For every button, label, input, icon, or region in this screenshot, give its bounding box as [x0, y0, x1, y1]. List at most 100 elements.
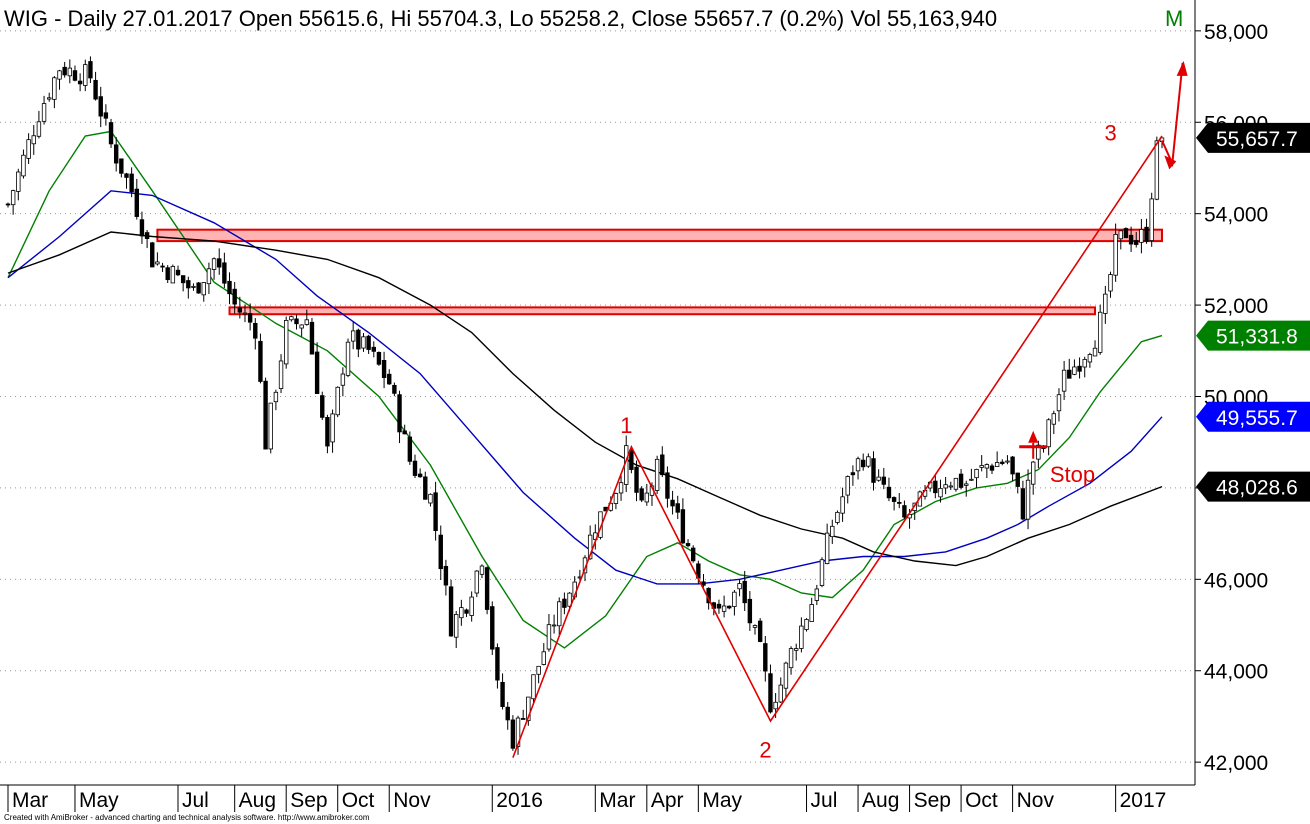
x-tick-label: Jul	[811, 789, 838, 812]
price-bar-body	[361, 336, 366, 349]
price-bar-body	[1020, 488, 1026, 520]
price-bar-body	[62, 66, 67, 76]
price-bar-body	[948, 485, 953, 488]
price-bar-body	[309, 321, 315, 355]
price-bar-body	[989, 465, 995, 471]
price-bar-body	[897, 502, 902, 504]
price-bar-body	[876, 476, 881, 481]
price-bar-body	[587, 534, 593, 560]
price-bar-body	[969, 478, 974, 481]
price-bar-body	[366, 335, 371, 350]
price-bar-body	[350, 330, 356, 342]
resistance-zones	[156, 228, 1163, 316]
x-tick-label: Mar	[12, 789, 48, 812]
x-tick-label: Sep	[290, 789, 327, 812]
price-bar-body	[979, 465, 984, 468]
moving-average-line	[7, 130, 1163, 649]
x-tick-label: Jul	[182, 789, 209, 812]
price-bar-body	[871, 458, 876, 483]
stop-label: Stop	[1050, 462, 1095, 487]
price-bar-body	[304, 319, 310, 325]
price-bar-body	[721, 605, 727, 612]
price-bar-body	[675, 503, 680, 513]
price-bar-body	[860, 459, 866, 468]
price-bar-body	[36, 121, 42, 137]
price-bar-body	[690, 547, 696, 562]
price-bar-body	[938, 487, 943, 498]
price-bar-body	[562, 598, 567, 608]
price-bar-body	[1015, 472, 1020, 487]
x-tick-label: Sep	[914, 789, 951, 812]
price-bar-body	[1123, 228, 1129, 239]
price-bar-body	[144, 232, 150, 239]
price-bar-body	[886, 486, 892, 499]
price-bar-body	[804, 619, 809, 630]
price-bar-body	[340, 373, 346, 386]
price-bar-body	[814, 588, 820, 601]
price-bar-body	[103, 112, 109, 119]
price-bar-body	[124, 173, 129, 178]
price-bar-body	[551, 624, 557, 627]
x-tick-label: Oct	[342, 789, 375, 812]
price-bar-body	[495, 647, 500, 681]
moving-average-line	[7, 190, 1163, 585]
price-bar-body	[994, 462, 1000, 467]
y-tick-label: 42,000	[1204, 752, 1268, 775]
price-bar-body	[474, 570, 480, 594]
price-bar-body	[1056, 394, 1062, 412]
price-bar-body	[727, 605, 732, 609]
pattern-label: 2	[759, 738, 771, 763]
price-bar-body	[253, 322, 258, 339]
price-bar-body	[222, 262, 227, 284]
price-bar-body	[520, 718, 526, 720]
price-bar-body	[752, 625, 758, 628]
y-tick-label: 46,000	[1204, 569, 1268, 592]
price-bar-body	[1010, 456, 1015, 475]
x-tick-label: 2016	[496, 789, 543, 812]
price-bar-body	[371, 346, 376, 352]
price-bar-body	[387, 373, 392, 385]
price-bar-body	[1154, 140, 1160, 200]
chart-title: WIG - Daily 27.01.2017 Open 55615.6, Hi …	[4, 6, 997, 31]
price-bar-body	[567, 592, 572, 607]
price-bar-body	[557, 601, 562, 627]
price-bar-body	[57, 70, 62, 80]
price-badge	[1196, 471, 1310, 502]
price-badge-label: 48,028.6	[1216, 477, 1298, 500]
price-bar-body	[320, 395, 325, 418]
price-badge-label: 51,331.8	[1216, 326, 1298, 349]
price-bar-body	[1046, 419, 1051, 448]
price-bar-body	[16, 171, 21, 192]
price-bar-body	[278, 360, 284, 389]
price-bar-body	[83, 64, 88, 86]
price-bar-body	[1082, 359, 1087, 368]
price-bar-body	[943, 484, 948, 489]
price-bar-body	[531, 674, 536, 700]
price-bar-body	[459, 607, 464, 619]
price-bar-body	[757, 620, 763, 642]
price-bar-body	[1025, 479, 1031, 520]
price-bar-body	[98, 96, 103, 117]
price-bar-body	[335, 386, 340, 416]
price-bar-body	[5, 203, 11, 206]
price-bar-body	[232, 288, 237, 305]
price-bar-body	[654, 458, 660, 491]
stop-marker-arrow	[1028, 430, 1039, 443]
footer-credit: Created with AmiBroker - advanced charti…	[4, 813, 370, 822]
price-bar-body	[268, 402, 273, 450]
price-bar-body	[505, 706, 510, 721]
price-bar-body	[294, 318, 299, 325]
price-bar-body	[47, 97, 52, 100]
price-bar-body	[783, 662, 789, 689]
price-bar-body	[685, 543, 691, 547]
price-bar-body	[72, 70, 78, 81]
price-bar-body	[407, 436, 413, 462]
price-badge	[1196, 401, 1310, 432]
price-bar-body	[1000, 461, 1005, 464]
price-bar-body	[1144, 226, 1149, 242]
price-bar-body	[211, 258, 217, 270]
price-bar-body	[1103, 293, 1108, 314]
price-bar-body	[850, 472, 856, 476]
